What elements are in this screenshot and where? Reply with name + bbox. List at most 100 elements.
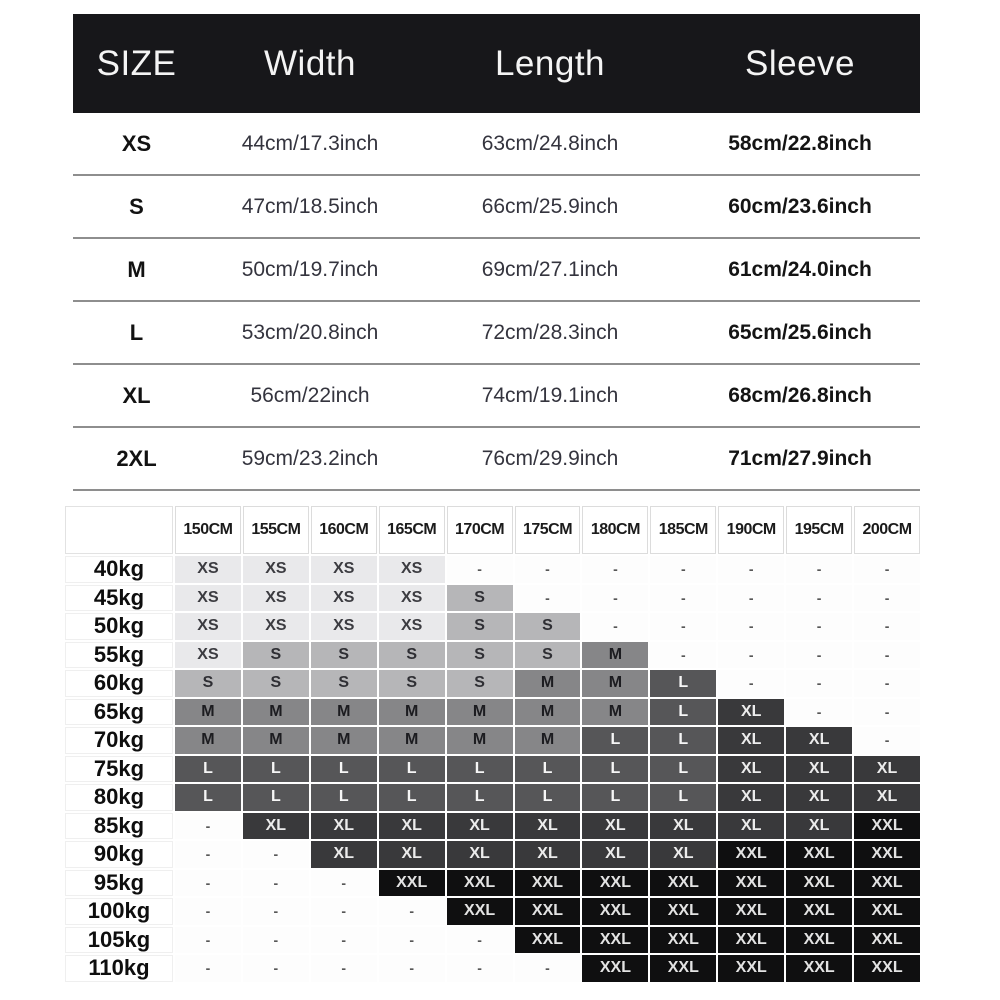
matrix-height-header: 185CM xyxy=(650,506,717,554)
matrix-size-cell: XS xyxy=(242,556,309,583)
matrix-size-cell: XL xyxy=(310,812,377,839)
size-table-body: XS 44cm/17.3inch 63cm/24.8inch 58cm/22.8inc… xyxy=(73,113,920,491)
matrix-empty-cell: - xyxy=(446,926,513,953)
matrix-size-cell: XS xyxy=(378,556,445,583)
matrix-size-cell: S xyxy=(446,613,513,640)
matrix-empty-cell: - xyxy=(378,955,445,982)
matrix-empty-cell: - xyxy=(582,584,649,611)
matrix-size-cell: L xyxy=(242,784,309,811)
size-table-row: XS 44cm/17.3inch 63cm/24.8inch 58cm/22.8inc… xyxy=(73,113,920,176)
matrix-empty-cell: - xyxy=(514,955,581,982)
size-sleeve-cell: 68cm/26.8inch xyxy=(728,383,872,407)
matrix-size-cell: S xyxy=(378,641,445,668)
matrix-size-cell: M xyxy=(378,698,445,725)
matrix-empty-cell: - xyxy=(650,613,717,640)
matrix-size-cell: XXL xyxy=(446,869,513,896)
matrix-size-cell: XXL xyxy=(718,841,785,868)
matrix-size-cell: S xyxy=(378,670,445,697)
matrix-size-cell: XL xyxy=(786,784,853,811)
matrix-size-cell: XXL xyxy=(786,869,853,896)
matrix-size-cell: XS xyxy=(310,613,377,640)
matrix-size-cell: M xyxy=(446,698,513,725)
matrix-size-cell: XS xyxy=(310,556,377,583)
matrix-empty-cell: - xyxy=(786,556,853,583)
matrix-size-cell: XL xyxy=(718,755,785,782)
matrix-empty-cell: - xyxy=(854,556,920,583)
matrix-size-cell: M xyxy=(514,727,581,754)
matrix-empty-cell: - xyxy=(175,841,241,868)
matrix-size-cell: L xyxy=(650,755,717,782)
size-sleeve-cell: 58cm/22.8inch xyxy=(728,131,872,155)
matrix-size-cell: XL xyxy=(718,727,785,754)
size-width-cell: 53cm/20.8inch xyxy=(241,320,379,344)
matrix-size-cell: XS xyxy=(310,584,377,611)
matrix-empty-cell: - xyxy=(786,584,853,611)
matrix-size-cell: M xyxy=(175,727,241,754)
matrix-size-cell: XS xyxy=(242,613,309,640)
matrix-size-cell: S xyxy=(446,670,513,697)
matrix-size-cell: S xyxy=(242,641,309,668)
matrix-size-cell: XXL xyxy=(854,898,920,925)
matrix-size-cell: L xyxy=(582,727,649,754)
matrix-height-header: 165CM xyxy=(378,506,445,554)
matrix-empty-cell: - xyxy=(854,698,920,725)
matrix-size-cell: XS xyxy=(378,584,445,611)
matrix-weight-label: 60kg xyxy=(65,670,173,697)
matrix-height-header: 175CM xyxy=(514,506,581,554)
matrix-size-cell: L xyxy=(175,784,241,811)
matrix-size-cell: M xyxy=(310,727,377,754)
matrix-empty-cell: - xyxy=(786,698,853,725)
size-width-cell: 56cm/22inch xyxy=(250,383,370,407)
matrix-weight-label: 95kg xyxy=(65,869,173,896)
matrix-size-cell: XXL xyxy=(786,841,853,868)
size-sleeve-cell: 65cm/25.6inch xyxy=(728,320,872,344)
matrix-size-cell: XL xyxy=(718,812,785,839)
matrix-size-cell: XL xyxy=(786,755,853,782)
matrix-size-cell: XXL xyxy=(650,926,717,953)
matrix-empty-cell: - xyxy=(242,955,309,982)
matrix-size-cell: XS xyxy=(175,613,241,640)
matrix-size-cell: L xyxy=(446,784,513,811)
matrix-size-cell: L xyxy=(650,727,717,754)
matrix-size-cell: L xyxy=(514,755,581,782)
matrix-empty-cell: - xyxy=(718,670,785,697)
matrix-size-cell: XL xyxy=(854,784,920,811)
size-length-cell: 66cm/25.9inch xyxy=(481,194,619,218)
matrix-height-header: 190CM xyxy=(718,506,785,554)
matrix-height-header: 155CM xyxy=(242,506,309,554)
matrix-weight-label: 40kg xyxy=(65,556,173,583)
matrix-size-cell: XS xyxy=(242,584,309,611)
matrix-size-cell: XXL xyxy=(650,869,717,896)
matrix-size-cell: L xyxy=(310,784,377,811)
matrix-size-cell: XL xyxy=(650,812,717,839)
matrix-size-cell: XXL xyxy=(854,869,920,896)
matrix-size-cell: XL xyxy=(718,698,785,725)
matrix-weight-label: 75kg xyxy=(65,755,173,782)
matrix-height-header: 160CM xyxy=(310,506,377,554)
matrix-size-cell: L xyxy=(650,698,717,725)
matrix-size-cell: XXL xyxy=(718,898,785,925)
matrix-empty-cell: - xyxy=(786,613,853,640)
matrix-size-cell: XXL xyxy=(650,955,717,982)
matrix-empty-cell: - xyxy=(786,670,853,697)
matrix-height-header: 195CM xyxy=(786,506,853,554)
matrix-weight-label: 45kg xyxy=(65,584,173,611)
matrix-height-header: 180CM xyxy=(582,506,649,554)
matrix-weight-label: 55kg xyxy=(65,641,173,668)
size-size-cell: 2XL xyxy=(116,445,157,471)
matrix-size-cell: L xyxy=(175,755,241,782)
matrix-size-cell: XXL xyxy=(786,898,853,925)
matrix-size-cell: M xyxy=(175,698,241,725)
matrix-empty-cell: - xyxy=(175,955,241,982)
matrix-size-cell: XXL xyxy=(786,926,853,953)
matrix-empty-cell: - xyxy=(446,955,513,982)
size-table-row: S 47cm/18.5inch 66cm/25.9inch 60cm/23.6inch xyxy=(73,176,920,239)
matrix-empty-cell: - xyxy=(786,641,853,668)
matrix-size-cell: S xyxy=(242,670,309,697)
matrix-empty-cell: - xyxy=(378,898,445,925)
size-length-cell: 72cm/28.3inch xyxy=(481,320,619,344)
matrix-weight-label: 90kg xyxy=(65,841,173,868)
matrix-empty-cell: - xyxy=(514,584,581,611)
matrix-weight-label: 105kg xyxy=(65,926,173,953)
matrix-empty-cell: - xyxy=(582,556,649,583)
